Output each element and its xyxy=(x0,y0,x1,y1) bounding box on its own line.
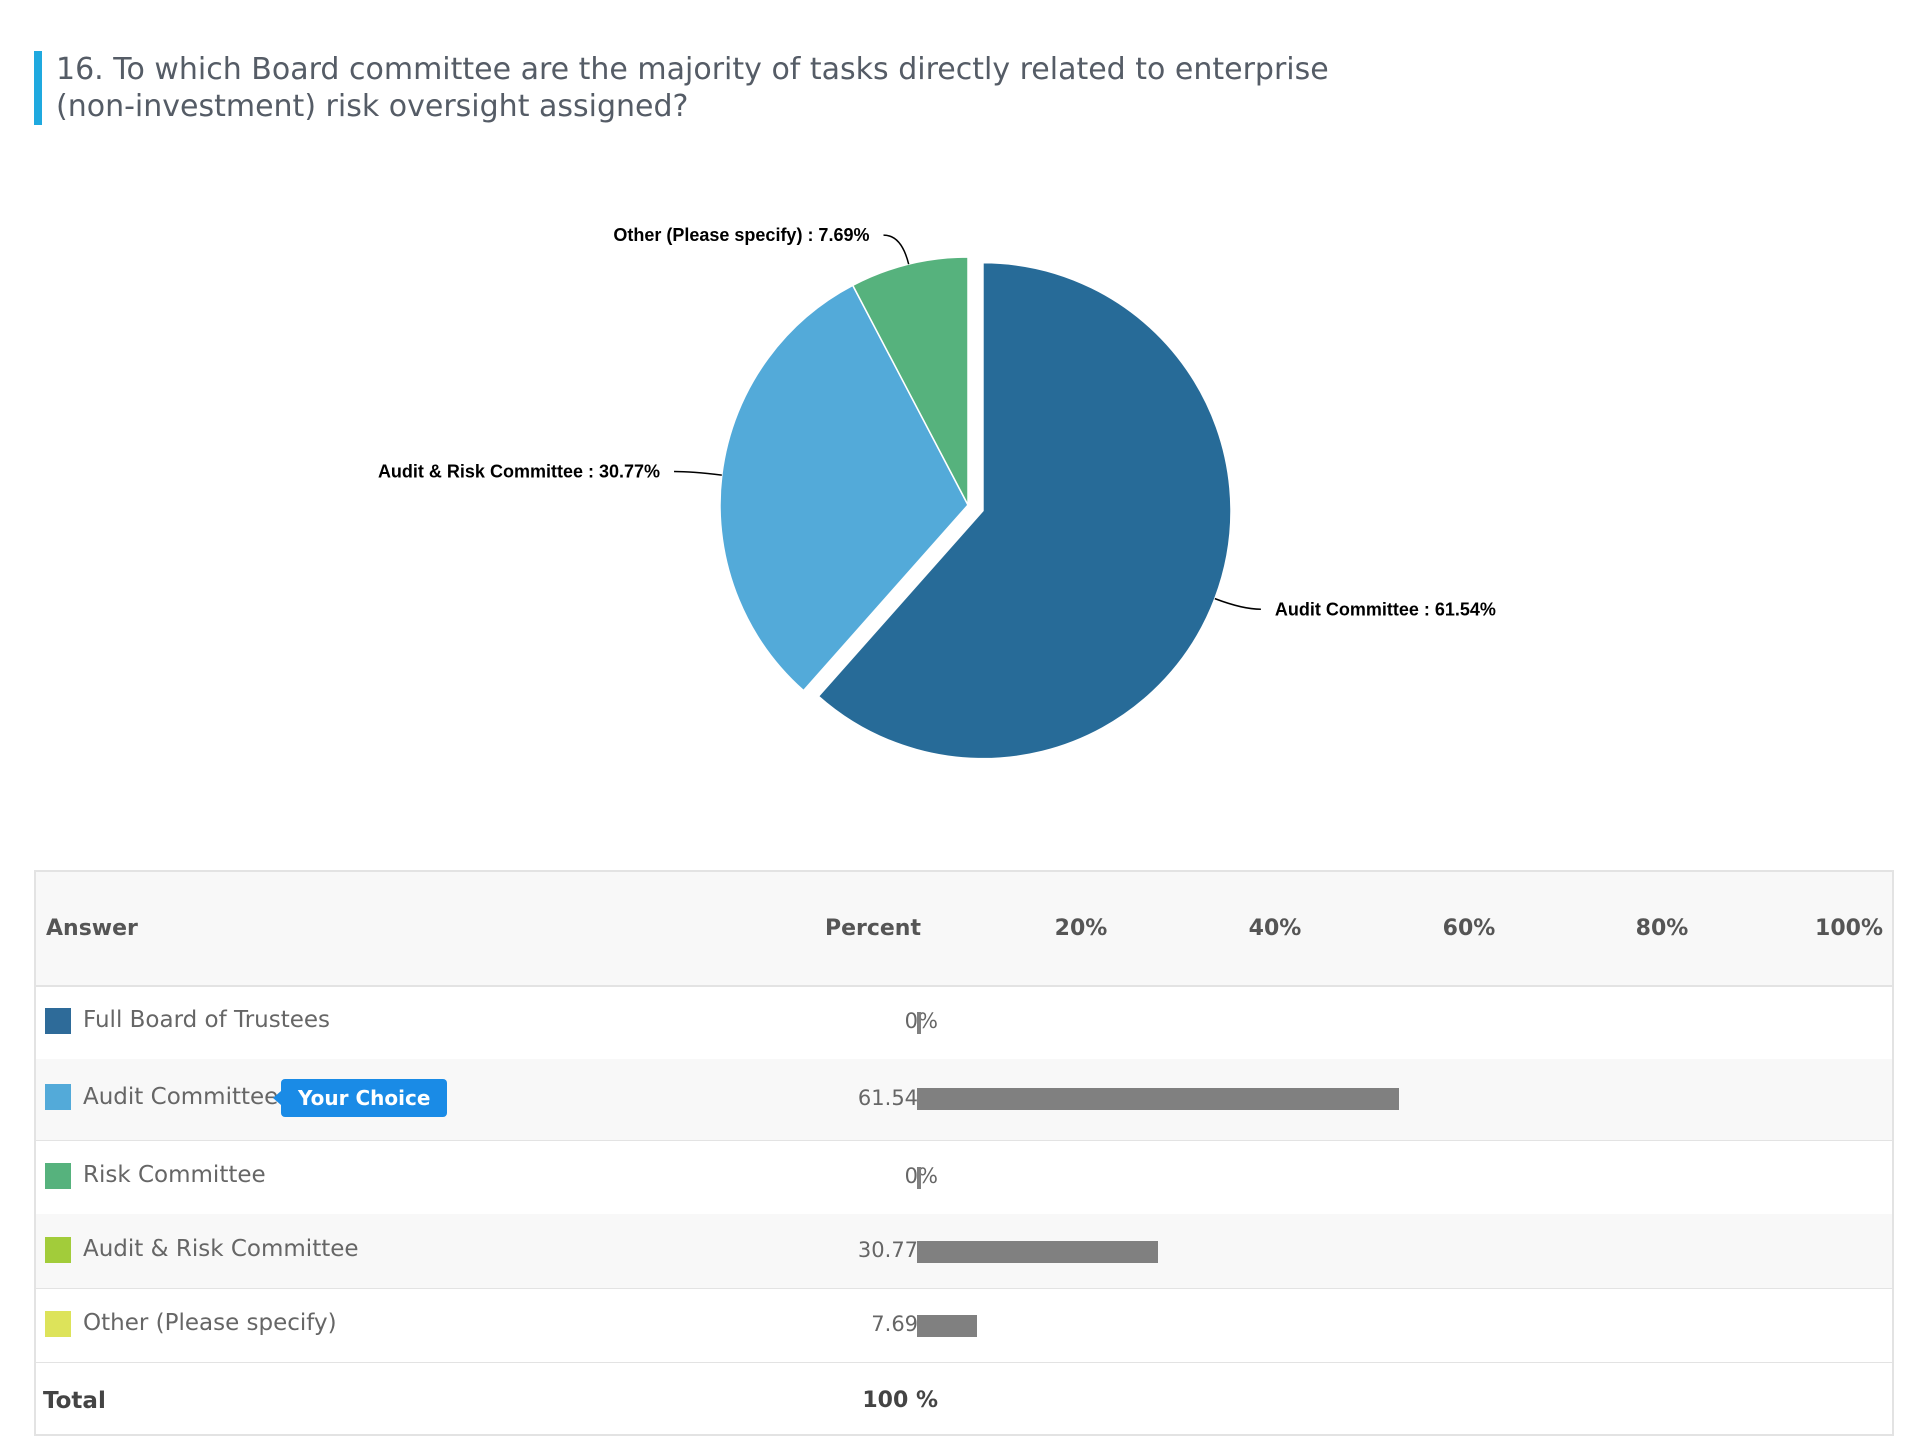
answer-label: Full Board of Trustees xyxy=(83,1007,331,1033)
percent-bar xyxy=(917,1241,1159,1263)
percent-column-header: Percent xyxy=(824,916,921,941)
answer-label: Audit Committee xyxy=(83,1084,279,1110)
legend-swatch xyxy=(45,1163,71,1189)
answer-label: Risk Committee xyxy=(83,1162,266,1188)
axis-tick-40: 40% xyxy=(1248,916,1302,941)
legend-swatch xyxy=(45,1008,71,1034)
answer-column-header: Answer xyxy=(46,916,138,941)
percent-bar xyxy=(917,1088,1400,1110)
table-row: Other (Please specify) 7.69% xyxy=(36,1288,1892,1363)
table-row: Audit Committee Your Choice 61.54% xyxy=(36,1059,1892,1141)
axis-tick-20: 20% xyxy=(1054,916,1108,941)
total-label: Total xyxy=(43,1388,106,1414)
axis-tick-60: 60% xyxy=(1442,916,1496,941)
table-row: Risk Committee 0% xyxy=(36,1140,1892,1215)
pie-label-other-please-specify: Other (Please specify) : 7.69% xyxy=(613,225,869,245)
question-title: 16. To which Board committee are the maj… xyxy=(34,51,1396,125)
percent-bar xyxy=(917,1012,921,1034)
percent-value: 0% xyxy=(904,1164,938,1188)
table-row: Audit & Risk Committee 30.77% xyxy=(36,1214,1892,1289)
legend-swatch xyxy=(45,1311,71,1337)
percent-bar xyxy=(917,1315,978,1337)
your-choice-badge: Your Choice xyxy=(272,1079,448,1117)
pie-chart: Audit Committee : 61.54% Audit & Risk Com… xyxy=(378,225,1496,760)
question-text: 16. To which Board committee are the maj… xyxy=(56,52,1329,124)
pie-leader-line xyxy=(883,234,910,265)
pie-slice-audit-risk-committee xyxy=(719,284,969,692)
results-table: Answer Percent 20% 40% 60% 80% 100% Full… xyxy=(34,870,1894,1436)
percent-value: 0% xyxy=(904,1009,938,1033)
answer-label: Audit & Risk Committee xyxy=(83,1236,359,1262)
total-percent: 100 % xyxy=(862,1388,938,1413)
table-row: Full Board of Trustees 0% xyxy=(36,985,1892,1060)
table-header: Answer Percent 20% 40% 60% 80% 100% xyxy=(36,872,1892,987)
pie-label-audit-committee: Audit Committee : 61.54% xyxy=(1275,599,1496,619)
table-total-row: Total 100 % xyxy=(36,1362,1892,1436)
pie-leader-line xyxy=(1214,597,1261,611)
axis-tick-100: 100% xyxy=(1815,916,1883,941)
pie-label-audit-risk-committee: Audit & Risk Committee : 30.77% xyxy=(378,461,660,481)
pie-leader-line xyxy=(674,470,722,476)
legend-swatch xyxy=(45,1237,71,1263)
pie-slice-other-please-specify xyxy=(851,256,969,506)
legend-swatch xyxy=(45,1084,71,1110)
percent-bar xyxy=(917,1167,921,1189)
axis-tick-80: 80% xyxy=(1635,916,1689,941)
answer-label: Other (Please specify) xyxy=(83,1310,337,1336)
